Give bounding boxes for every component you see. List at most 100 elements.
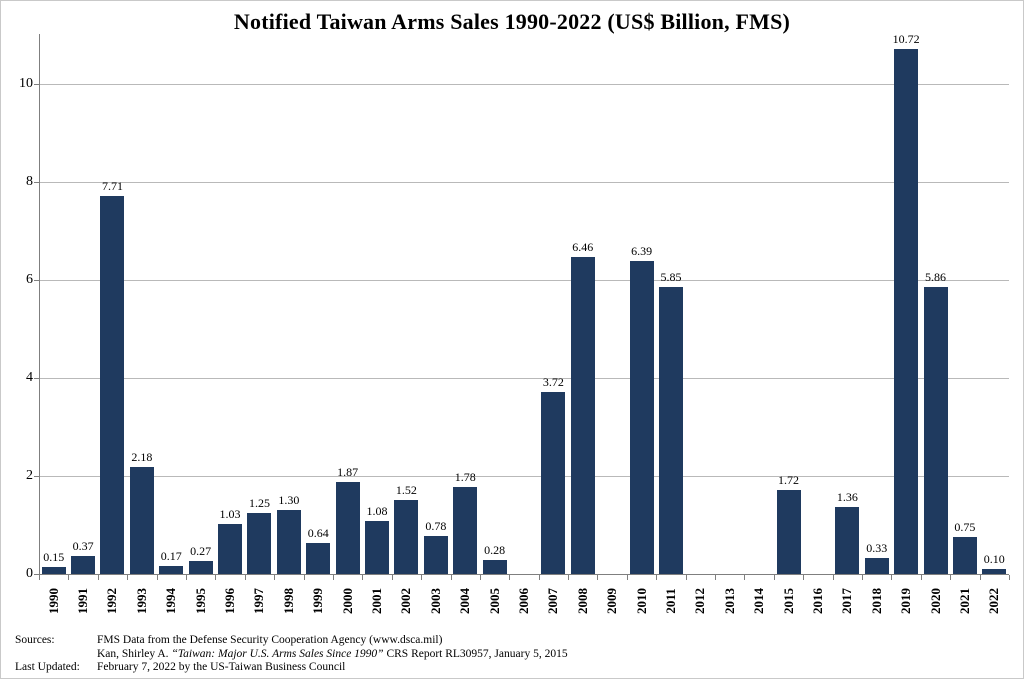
footer-spacer bbox=[15, 648, 97, 662]
bar-label-2015: 1.72 bbox=[778, 473, 800, 487]
x-axis-tick-2 bbox=[97, 575, 99, 580]
last-updated-value: February 7, 2022 by the US-Taiwan Busine… bbox=[97, 661, 346, 673]
bar-label-1993: 2.18 bbox=[131, 450, 153, 464]
x-axis-line bbox=[39, 574, 1009, 575]
bar-1991 bbox=[71, 556, 96, 574]
bar-2002 bbox=[394, 500, 419, 574]
bar-label-2007: 3.72 bbox=[542, 375, 564, 389]
y-axis-label-8: 8 bbox=[26, 174, 33, 189]
bar-label-2005: 0.28 bbox=[484, 543, 506, 557]
x-axis-tick-6 bbox=[215, 575, 217, 580]
x-axis-tick-9 bbox=[303, 575, 305, 580]
x-axis-label-2020: 2020 bbox=[927, 588, 943, 614]
source-line-2-prefix: Kan, Shirley A. bbox=[97, 647, 172, 660]
x-axis-label-2006: 2006 bbox=[516, 588, 531, 614]
x-axis-tick-29 bbox=[891, 575, 893, 580]
x-axis-label-2010: 2010 bbox=[633, 588, 649, 614]
bar-2019 bbox=[894, 49, 919, 574]
bar-2011 bbox=[658, 287, 683, 574]
x-axis-tick-4 bbox=[156, 575, 158, 580]
bar-2001 bbox=[365, 521, 390, 574]
bar-2017 bbox=[835, 507, 860, 574]
bar-2000 bbox=[335, 482, 360, 574]
x-axis-tick-0 bbox=[39, 575, 40, 580]
bar-1993 bbox=[129, 467, 154, 574]
x-axis-tick-11 bbox=[362, 575, 364, 580]
gridline-8 bbox=[39, 182, 1009, 183]
last-updated-label: Last Updated: bbox=[15, 661, 80, 673]
bar-1998 bbox=[276, 510, 301, 574]
x-axis-tick-31 bbox=[950, 575, 952, 580]
x-axis-tick-7 bbox=[244, 575, 246, 580]
bar-2007 bbox=[541, 392, 566, 574]
x-axis-tick-16 bbox=[509, 575, 511, 580]
bar-label-2017: 1.36 bbox=[836, 490, 858, 504]
bar-label-2010: 6.39 bbox=[631, 244, 653, 258]
x-axis-label-2019: 2019 bbox=[898, 588, 914, 614]
y-axis-label-0: 0 bbox=[26, 566, 33, 581]
chart-title: Notified Taiwan Arms Sales 1990-2022 (US… bbox=[233, 9, 791, 34]
bar-1995 bbox=[188, 561, 213, 574]
bar-label-2011: 5.85 bbox=[660, 270, 682, 284]
y-axis-tick-10 bbox=[34, 84, 39, 85]
x-axis-label-2000: 2000 bbox=[339, 588, 355, 614]
x-axis-label-1999: 1999 bbox=[310, 588, 326, 614]
bar-2005 bbox=[482, 560, 507, 574]
y-axis-line bbox=[39, 34, 40, 575]
y-axis-label-4: 4 bbox=[26, 370, 33, 385]
x-axis-label-1997: 1997 bbox=[251, 588, 267, 614]
bar-2022 bbox=[982, 569, 1007, 574]
bar-label-1996: 1.03 bbox=[219, 507, 241, 521]
gridline-2 bbox=[39, 476, 1009, 477]
x-axis-label-2002: 2002 bbox=[398, 588, 414, 614]
gridline-4 bbox=[39, 378, 1009, 379]
x-axis-tick-14 bbox=[450, 575, 452, 580]
bar-label-2021: 0.75 bbox=[954, 520, 976, 534]
x-axis-tick-21 bbox=[656, 575, 658, 580]
x-axis-label-2005: 2005 bbox=[486, 588, 502, 614]
x-axis-label-1998: 1998 bbox=[280, 588, 296, 614]
gridline-6 bbox=[39, 280, 1009, 281]
bar-label-2000: 1.87 bbox=[337, 465, 359, 479]
bar-label-1991: 0.37 bbox=[72, 539, 94, 553]
bar-label-2018: 0.33 bbox=[866, 541, 888, 555]
x-axis-tick-32 bbox=[979, 575, 981, 580]
y-axis-tick-6 bbox=[34, 280, 39, 281]
bar-label-2022: 0.10 bbox=[983, 552, 1005, 566]
y-axis-tick-2 bbox=[34, 476, 39, 477]
bar-label-1997: 1.25 bbox=[248, 496, 270, 510]
x-axis-label-2011: 2011 bbox=[662, 588, 678, 614]
x-axis-label-2007: 2007 bbox=[545, 588, 561, 614]
bar-1990 bbox=[41, 567, 66, 574]
x-axis-label-2014: 2014 bbox=[751, 588, 767, 614]
source-notes: Sources: FMS Data from the Defense Secur… bbox=[15, 634, 1009, 675]
bar-1994 bbox=[159, 566, 184, 574]
bar-label-1994: 0.17 bbox=[160, 549, 182, 563]
bar-label-2001: 1.08 bbox=[366, 504, 388, 518]
bar-1999 bbox=[306, 543, 331, 574]
bar-label-2020: 5.86 bbox=[925, 270, 946, 284]
x-axis-tick-25 bbox=[773, 575, 775, 580]
x-axis-label-2016: 2016 bbox=[809, 588, 825, 614]
x-axis-tick-10 bbox=[332, 575, 334, 580]
x-axis-label-1994: 1994 bbox=[163, 588, 179, 614]
x-axis-label-2008: 2008 bbox=[574, 588, 590, 614]
x-axis-label-2018: 2018 bbox=[868, 588, 884, 614]
bar-2018 bbox=[864, 558, 889, 574]
bar-label-2019: 10.72 bbox=[892, 32, 920, 46]
y-axis-tick-4 bbox=[34, 378, 39, 379]
x-axis-tick-13 bbox=[421, 575, 423, 580]
bar-label-1998: 1.30 bbox=[278, 493, 300, 507]
plot-area: 0 2 4 6 8 10 0.15 1990 0.37 1991 7.71 1992 2.18 1993 0… bbox=[19, 32, 1010, 614]
gridline-10 bbox=[39, 84, 1009, 85]
x-axis-label-2017: 2017 bbox=[839, 588, 855, 614]
y-axis-label-6: 6 bbox=[26, 272, 33, 287]
source-line-1: FMS Data from the Defense Security Coope… bbox=[97, 634, 443, 646]
x-axis-label-1992: 1992 bbox=[104, 588, 120, 614]
bar-label-2008: 6.46 bbox=[572, 240, 594, 254]
bar-2010 bbox=[629, 261, 654, 574]
x-axis-tick-22 bbox=[685, 575, 687, 580]
x-axis-tick-8 bbox=[274, 575, 276, 580]
source-line-2: Kan, Shirley A. “Taiwan: Major U.S. Arms… bbox=[97, 648, 1009, 662]
